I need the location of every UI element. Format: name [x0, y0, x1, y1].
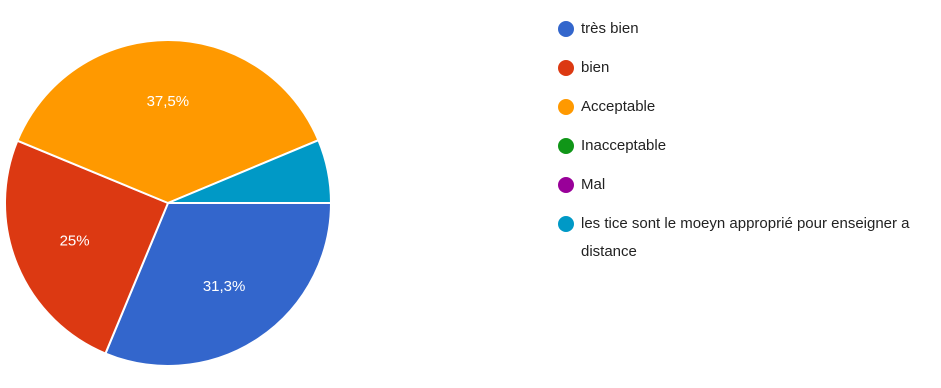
legend-label: Acceptable [581, 98, 656, 115]
pie-slice-1 [104, 202, 333, 367]
legend-label: très bien [581, 20, 639, 37]
legend-item-3: Acceptable [558, 93, 928, 121]
legend-item-1: très bien [558, 15, 928, 43]
legend-label: Inacceptable [581, 137, 667, 154]
legend: très bien bien Acceptable Inacceptable Mal le… [558, 15, 928, 277]
legend-swatch-icon [558, 60, 574, 76]
legend-label: les tice sont le moeyn approprié pour en… [581, 215, 910, 260]
slice-label-1: 31,3% [203, 278, 246, 295]
legend-item-5: Mal [558, 171, 928, 199]
pie-slice-6 [167, 138, 333, 204]
legend-item-4: Inacceptable [558, 132, 928, 160]
legend-label: bien [581, 59, 610, 76]
slice-label-2: 25% [60, 233, 90, 250]
pie-chart: 31,3% 25% 37,5% [4, 39, 333, 367]
legend-label: Mal [581, 176, 606, 193]
legend-swatch-icon [558, 177, 574, 193]
legend-swatch-icon [558, 216, 574, 232]
legend-swatch-icon [558, 99, 574, 115]
pie-slice-2 [4, 139, 170, 355]
legend-item-2: bien [558, 54, 928, 82]
legend-item-6: les tice sont le moeyn approprié pour en… [558, 210, 928, 266]
legend-swatch-icon [558, 21, 574, 37]
pie-slice-3 [16, 39, 320, 205]
slice-label-3: 37,5% [147, 93, 190, 110]
legend-swatch-icon [558, 138, 574, 154]
